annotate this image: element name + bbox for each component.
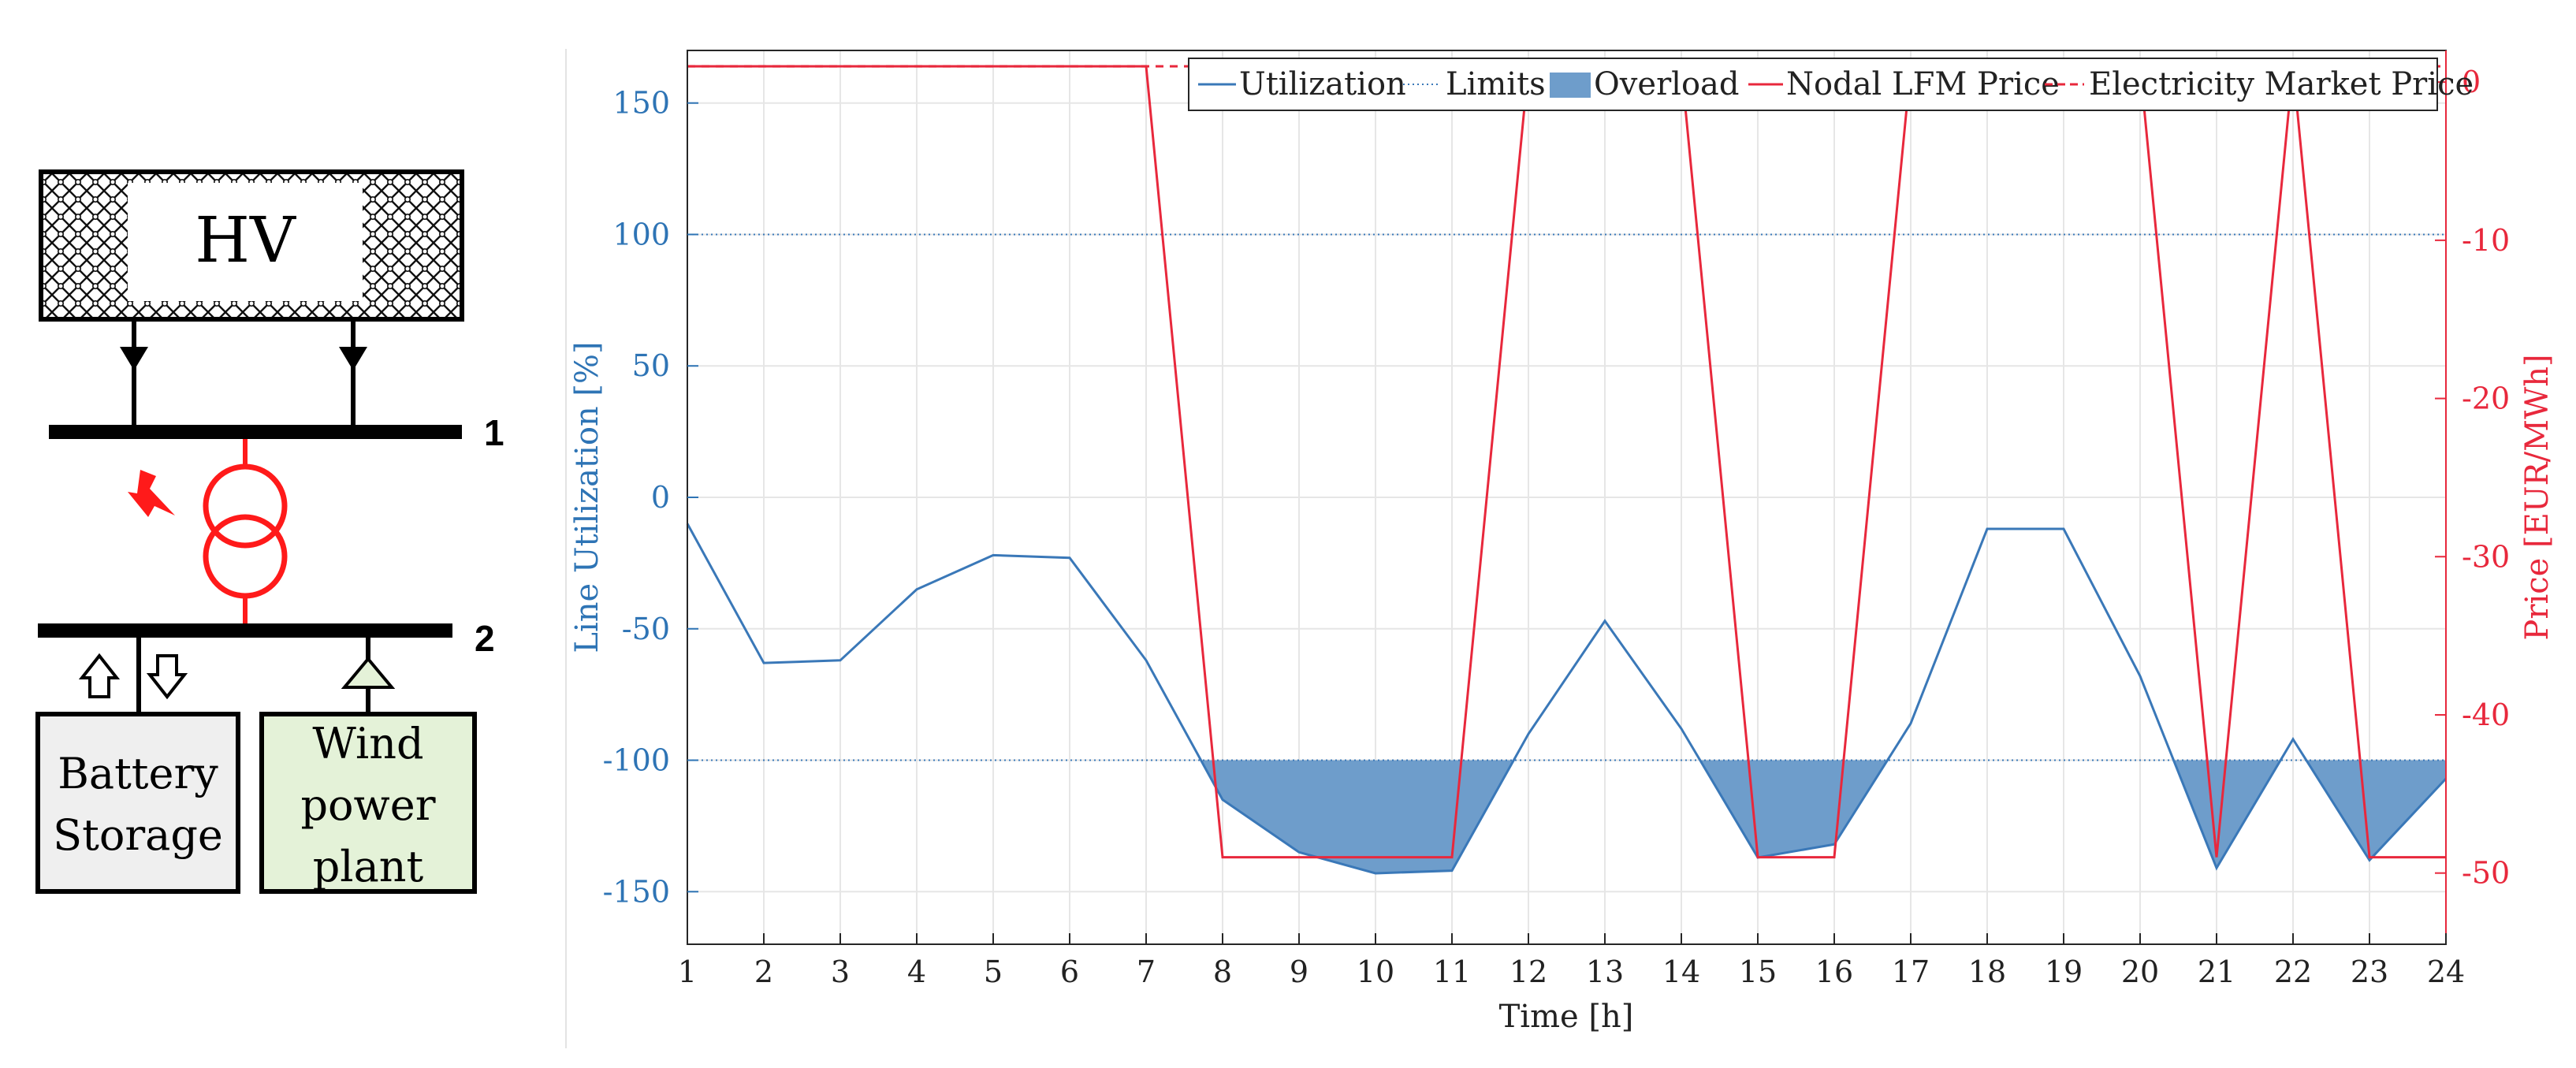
battery-label-line1: Battery (58, 749, 218, 798)
right-axis-tick-label: 0 (2462, 65, 2481, 99)
overload-area (1201, 760, 1514, 873)
bus-1-label: 1 (484, 412, 504, 453)
x-axis-tick-label: 5 (984, 955, 1003, 989)
x-axis-tick-label: 21 (2198, 955, 2235, 989)
wind-label-line2: power (300, 780, 435, 830)
x-axis-tick-label: 16 (1815, 955, 1853, 989)
legend: Utilization Limits Overload Nodal LFM Pr… (1188, 58, 2474, 111)
transformer-icon (203, 439, 288, 625)
x-axis-tick-label: 19 (2045, 955, 2083, 989)
legend-limits-label: Limits (1446, 66, 1546, 102)
x-axis-tick-label: 12 (1509, 955, 1547, 989)
left-axis-tick-label: 50 (632, 348, 670, 383)
right-axis-tick-label: -10 (2462, 223, 2510, 258)
hv-feeders (120, 319, 367, 432)
battery-storage-block: Battery Storage (35, 712, 240, 894)
x-axis-tick-label: 2 (754, 955, 773, 989)
right-axis-tick-label: -50 (2462, 856, 2510, 891)
x-axis-tick-label: 15 (1739, 955, 1777, 989)
x-axis-tick-label: 20 (2121, 955, 2159, 989)
discharge-arrow-down-icon (146, 654, 188, 700)
x-axis-tick-label: 18 (1968, 955, 2006, 989)
battery-connection (78, 638, 188, 714)
legend-overload-label: Overload (1594, 66, 1740, 102)
fault-lightning-icon (128, 470, 175, 517)
right-axis-tick-label: -20 (2462, 381, 2510, 416)
charge-arrow-up-icon (78, 653, 121, 698)
overload-area (2306, 760, 2446, 861)
right-axis-label: Price [EUR/MWh] (2519, 354, 2556, 640)
bus-2-label: 2 (475, 618, 495, 659)
hv-label: HV (195, 203, 296, 277)
x-axis-tick-label: 10 (1357, 955, 1394, 989)
battery-label-line2: Storage (53, 810, 223, 860)
left-axis-tick-label: -100 (603, 743, 670, 778)
generator-triangle-icon (341, 656, 396, 689)
legend-nodal-price-label: Nodal LFM Price (1786, 66, 2060, 102)
left-axis-tick-label: 0 (651, 480, 670, 515)
x-axis-tick-label: 24 (2427, 955, 2465, 989)
x-axis-tick-label: 14 (1662, 955, 1700, 989)
x-axis-tick-label: 17 (1892, 955, 1930, 989)
x-axis-tick-label: 9 (1290, 955, 1308, 989)
legend-market-price-label: Electricity Market Price (2089, 66, 2474, 102)
legend-utilization-label: Utilization (1239, 66, 1406, 102)
wind-connection (341, 638, 396, 714)
left-axis: 150 100 50 0 -50 -100 -150 (603, 86, 698, 909)
x-axis-tick-label: 11 (1433, 955, 1471, 989)
x-axis-tick-label: 8 (1213, 955, 1232, 989)
wind-plant-block: Wind power plant (259, 712, 477, 894)
x-axis-tick-label: 23 (2351, 955, 2388, 989)
utilization-line (686, 523, 2448, 875)
wind-label-line1: Wind (312, 719, 423, 768)
x-axis-tick-label: 4 (907, 955, 926, 989)
legend-overload-swatch (1550, 73, 1591, 98)
hv-grid-block: HV (39, 169, 464, 322)
legend-box (1188, 58, 2438, 111)
overload-area (2173, 760, 2281, 869)
left-axis-tick-label: 150 (612, 86, 670, 121)
grid-schematic: HV 1 2 (35, 169, 504, 894)
right-axis-tick-label: -30 (2462, 539, 2510, 574)
x-axis-tick-label: 3 (831, 955, 850, 989)
right-axis: 0 -10 -20 -30 -40 -50 (2435, 50, 2510, 944)
wind-label-line3: plant (313, 842, 424, 891)
x-axis-label: Time [h] (1499, 999, 1634, 1035)
left-axis-tick-label: -150 (603, 874, 670, 909)
left-axis-tick-label: -50 (622, 612, 670, 646)
x-axis-tick-label: 6 (1060, 955, 1079, 989)
left-axis-label: Line Utilization [%] (569, 341, 605, 653)
x-axis: 1 2 3 4 5 6 7 8 9 10 11 12 13 14 15 16 17 18 19 20 21 22 23 24 (678, 933, 2465, 989)
x-axis-tick-label: 13 (1586, 955, 1624, 989)
right-axis-tick-label: -40 (2462, 698, 2510, 732)
x-axis-tick-label: 1 (678, 955, 697, 989)
x-axis-tick-label: 22 (2274, 955, 2312, 989)
left-axis-tick-label: 100 (612, 217, 670, 251)
x-axis-tick-label: 7 (1137, 955, 1156, 989)
